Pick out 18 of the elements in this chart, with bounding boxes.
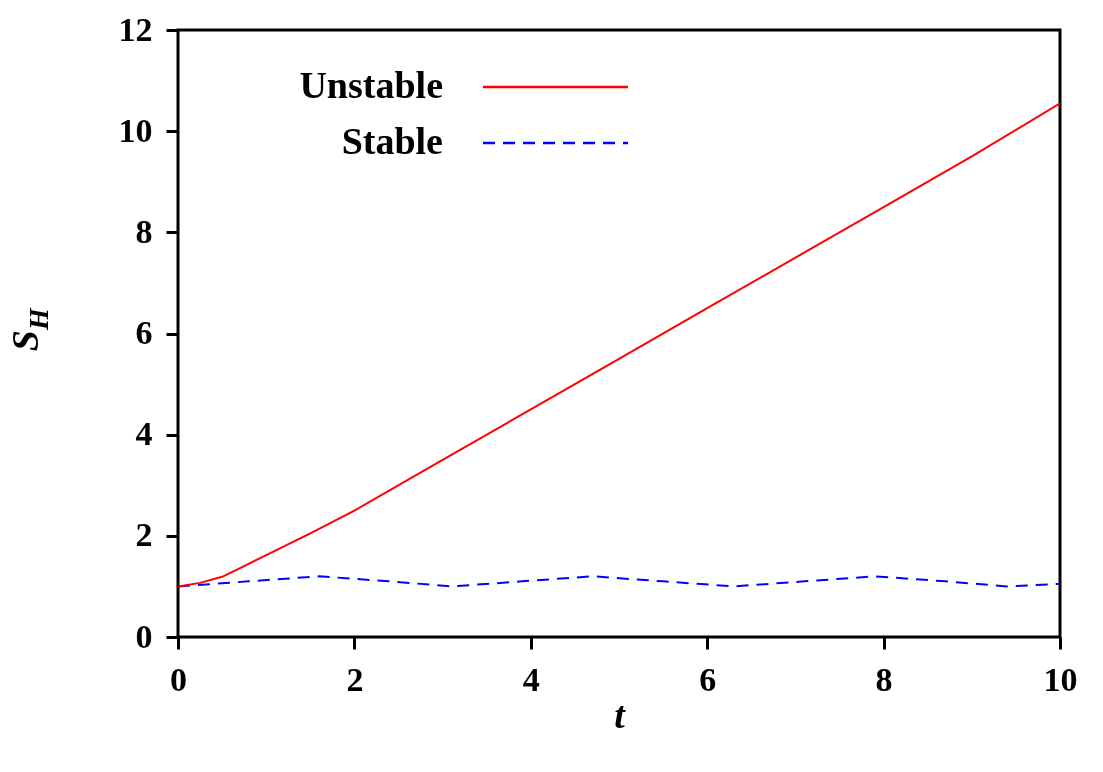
x-tick-label: 4 — [522, 660, 540, 698]
x-tick-label: 6 — [699, 660, 717, 698]
legend-label: Stable — [341, 120, 443, 162]
x-tick-label: 10 — [1043, 660, 1078, 698]
y-tick-label: 4 — [135, 415, 153, 453]
y-tick-label: 12 — [118, 10, 153, 48]
line-series — [178, 102, 1060, 588]
x-axis-title: t — [614, 693, 627, 736]
y-tick-label: 8 — [135, 212, 153, 250]
y-tick-label: 0 — [135, 617, 153, 655]
legend-label: Unstable — [299, 64, 443, 106]
x-tick-label: 0 — [170, 660, 187, 698]
y-axis-title: SH — [4, 307, 54, 352]
y-tick-label: 6 — [135, 314, 153, 351]
x-tick-label: 8 — [875, 660, 893, 698]
y-tick-label: 10 — [118, 111, 153, 149]
x-tick-label: 2 — [346, 660, 364, 698]
y-tick-label: 2 — [135, 516, 153, 554]
